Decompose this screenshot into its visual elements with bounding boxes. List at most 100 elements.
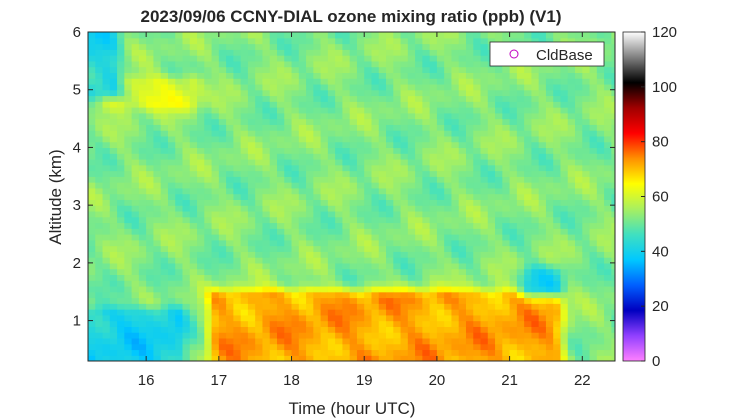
heatmap-cell bbox=[378, 262, 387, 270]
heatmap-cell bbox=[269, 314, 278, 322]
heatmap-cell bbox=[480, 83, 489, 91]
heatmap-cell bbox=[560, 320, 569, 327]
heatmap-cell bbox=[291, 280, 300, 287]
heatmap-cell bbox=[95, 343, 104, 351]
heatmap-cell bbox=[102, 343, 111, 351]
heatmap-cell bbox=[342, 349, 351, 356]
heatmap-cell bbox=[589, 349, 598, 356]
heatmap-cell bbox=[182, 285, 191, 293]
heatmap-cell bbox=[218, 176, 227, 183]
heatmap-cell bbox=[415, 343, 423, 351]
heatmap-cell bbox=[146, 176, 155, 183]
heatmap-cell bbox=[269, 228, 278, 235]
heatmap-cell bbox=[276, 95, 285, 102]
heatmap-cell bbox=[269, 205, 278, 212]
heatmap-cell bbox=[226, 43, 234, 50]
heatmap-cell bbox=[480, 280, 489, 287]
heatmap-cell bbox=[175, 55, 184, 62]
heatmap-cell bbox=[240, 112, 249, 120]
heatmap-cell bbox=[197, 245, 205, 252]
heatmap-cell bbox=[95, 130, 104, 137]
heatmap-cell bbox=[204, 187, 213, 195]
heatmap-cell bbox=[611, 239, 615, 247]
heatmap-cell bbox=[95, 355, 104, 361]
heatmap-cell bbox=[284, 291, 293, 299]
heatmap-cell bbox=[262, 89, 271, 97]
heatmap-cell bbox=[349, 314, 358, 322]
heatmap-cell bbox=[356, 205, 365, 212]
heatmap-cell bbox=[509, 303, 518, 310]
heatmap-cell bbox=[102, 153, 111, 160]
heatmap-cell bbox=[255, 274, 264, 281]
heatmap-cell bbox=[509, 343, 518, 351]
heatmap-cell bbox=[167, 280, 176, 287]
heatmap-cell bbox=[444, 55, 453, 62]
heatmap-cell bbox=[204, 78, 213, 85]
heatmap-cell bbox=[473, 78, 482, 85]
heatmap-cell bbox=[109, 107, 118, 114]
heatmap-cell bbox=[138, 78, 147, 85]
heatmap-cell bbox=[604, 332, 612, 339]
heatmap-cell bbox=[371, 118, 380, 125]
heatmap-cell bbox=[393, 32, 402, 39]
heatmap-cell bbox=[124, 257, 133, 264]
heatmap-cell bbox=[306, 182, 314, 189]
heatmap-cell bbox=[407, 49, 416, 56]
heatmap-cell bbox=[269, 326, 278, 333]
heatmap-cell bbox=[160, 262, 169, 270]
heatmap-cell bbox=[465, 95, 474, 102]
heatmap-cell bbox=[284, 55, 293, 62]
heatmap-cell bbox=[109, 176, 118, 183]
heatmap-cell bbox=[480, 210, 489, 218]
heatmap-cell bbox=[378, 141, 387, 149]
heatmap-cell bbox=[545, 337, 554, 345]
heatmap-cell bbox=[255, 199, 264, 206]
heatmap-cell bbox=[378, 107, 387, 114]
heatmap-cell bbox=[436, 210, 445, 218]
heatmap-cell bbox=[226, 124, 234, 131]
heatmap-cell bbox=[197, 187, 205, 195]
heatmap-cell bbox=[131, 124, 140, 131]
heatmap-cell bbox=[538, 118, 547, 125]
heatmap-cell bbox=[102, 78, 111, 85]
heatmap-cell bbox=[378, 257, 387, 264]
heatmap-cell bbox=[240, 251, 249, 258]
heatmap-cell bbox=[197, 32, 205, 39]
heatmap-cell bbox=[204, 112, 213, 120]
heatmap-cell bbox=[327, 262, 336, 270]
heatmap-cell bbox=[269, 158, 278, 166]
heatmap-cell bbox=[88, 49, 96, 56]
heatmap-cell bbox=[575, 234, 583, 241]
heatmap-cell bbox=[400, 89, 409, 97]
heatmap-cell bbox=[255, 337, 264, 345]
heatmap-cell bbox=[575, 303, 583, 310]
heatmap-cell bbox=[95, 297, 104, 304]
heatmap-cell bbox=[495, 343, 503, 351]
heatmap-cell bbox=[371, 262, 380, 270]
heatmap-cell bbox=[604, 193, 612, 200]
heatmap-cell bbox=[531, 141, 540, 149]
heatmap-cell bbox=[197, 320, 205, 327]
heatmap-cell bbox=[575, 32, 583, 39]
heatmap-cell bbox=[327, 280, 336, 287]
heatmap-cell bbox=[342, 343, 351, 351]
heatmap-cell bbox=[247, 234, 256, 241]
heatmap-cell bbox=[371, 135, 380, 143]
heatmap-cell bbox=[298, 285, 307, 293]
heatmap-cell bbox=[269, 107, 278, 114]
heatmap-cell bbox=[378, 314, 387, 322]
heatmap-cell bbox=[415, 55, 423, 62]
heatmap-cell bbox=[131, 251, 140, 258]
heatmap-cell bbox=[575, 89, 583, 97]
heatmap-cell bbox=[153, 216, 162, 224]
heatmap-cell bbox=[226, 37, 234, 45]
heatmap-cell bbox=[356, 210, 365, 218]
heatmap-cell bbox=[407, 245, 416, 252]
heatmap-cell bbox=[487, 297, 496, 304]
heatmap-cell bbox=[131, 141, 140, 149]
heatmap-cell bbox=[189, 199, 198, 206]
heatmap-cell bbox=[451, 158, 460, 166]
heatmap-cell bbox=[545, 124, 554, 131]
heatmap-cell bbox=[226, 228, 234, 235]
heatmap-cell bbox=[480, 326, 489, 333]
